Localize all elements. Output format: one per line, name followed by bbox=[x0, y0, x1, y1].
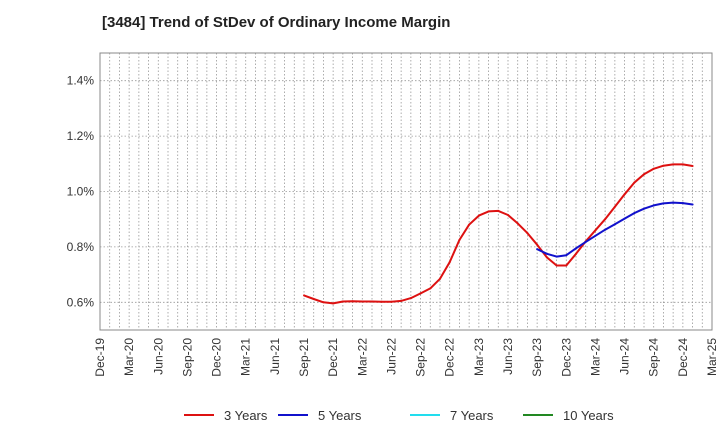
x-tick-label: Dec-22 bbox=[443, 338, 457, 377]
data-point bbox=[681, 202, 684, 205]
legend-label: 7 Years bbox=[450, 408, 494, 423]
legend-label: 5 Years bbox=[318, 408, 362, 423]
data-point bbox=[604, 218, 607, 221]
data-point bbox=[623, 193, 626, 196]
x-tick-label: Jun-24 bbox=[618, 338, 632, 375]
x-tick-label: Mar-22 bbox=[355, 338, 369, 376]
data-point bbox=[351, 300, 354, 303]
data-point bbox=[652, 167, 655, 170]
data-point bbox=[594, 229, 597, 232]
x-tick-label: Sep-24 bbox=[647, 338, 661, 377]
data-point bbox=[691, 165, 694, 167]
x-tick-label: Sep-21 bbox=[297, 338, 311, 377]
x-tick-label: Mar-24 bbox=[588, 338, 602, 376]
data-point bbox=[400, 299, 403, 302]
data-point bbox=[613, 205, 616, 208]
x-tick-label: Mar-20 bbox=[122, 338, 136, 376]
data-point bbox=[448, 261, 451, 264]
x-tick-label: Sep-23 bbox=[530, 338, 544, 377]
x-tick-label: Dec-19 bbox=[93, 338, 107, 377]
y-tick-label: 1.0% bbox=[67, 185, 95, 199]
data-point bbox=[691, 203, 694, 206]
data-point bbox=[507, 214, 509, 216]
data-point bbox=[468, 223, 471, 226]
x-tick-label: Sep-20 bbox=[180, 338, 194, 377]
data-point bbox=[477, 214, 480, 217]
legend-label: 3 Years bbox=[224, 408, 268, 423]
data-point bbox=[633, 181, 636, 184]
x-tick-label: Dec-23 bbox=[559, 338, 573, 377]
data-point bbox=[409, 297, 412, 300]
x-tick-label: Dec-21 bbox=[326, 338, 340, 377]
x-tick-label: Dec-24 bbox=[676, 338, 690, 377]
data-point bbox=[536, 243, 539, 246]
y-tick-label: 0.6% bbox=[67, 295, 95, 309]
x-tick-label: Mar-23 bbox=[472, 338, 486, 376]
data-point bbox=[526, 232, 529, 235]
y-tick-label: 0.8% bbox=[67, 240, 95, 254]
y-tick-label: 1.2% bbox=[67, 129, 95, 143]
data-point bbox=[536, 248, 539, 251]
data-point bbox=[672, 163, 675, 166]
x-tick-label: Jun-23 bbox=[501, 338, 515, 375]
data-point bbox=[623, 217, 626, 220]
data-point bbox=[662, 164, 665, 167]
data-point bbox=[575, 252, 577, 255]
data-point bbox=[458, 239, 461, 241]
x-tick-label: Jun-20 bbox=[151, 338, 165, 375]
data-point bbox=[332, 302, 335, 305]
data-point bbox=[555, 255, 558, 258]
y-tick-label: 1.4% bbox=[67, 74, 95, 88]
data-point bbox=[681, 163, 684, 166]
data-point bbox=[516, 222, 519, 225]
data-point bbox=[555, 264, 558, 267]
data-point bbox=[361, 300, 364, 303]
data-point bbox=[439, 277, 441, 280]
data-point bbox=[341, 300, 344, 303]
data-point bbox=[429, 287, 432, 290]
legend-label: 10 Years bbox=[563, 408, 614, 423]
data-point bbox=[380, 300, 383, 303]
data-point bbox=[575, 247, 577, 250]
data-point bbox=[390, 300, 393, 303]
chart-title: [3484] Trend of StDev of Ordinary Income… bbox=[102, 14, 451, 31]
data-point bbox=[545, 256, 548, 259]
data-point bbox=[643, 173, 645, 176]
x-tick-label: Sep-22 bbox=[414, 338, 428, 377]
data-point bbox=[487, 210, 490, 213]
data-point bbox=[565, 254, 568, 257]
x-tick-label: Dec-20 bbox=[210, 338, 224, 377]
data-point bbox=[672, 201, 675, 204]
plot-area-border bbox=[99, 52, 713, 331]
data-point bbox=[584, 240, 587, 243]
data-point bbox=[371, 300, 373, 303]
data-point bbox=[662, 202, 665, 205]
x-tick-label: Mar-21 bbox=[239, 338, 253, 376]
data-point bbox=[497, 209, 500, 212]
data-point bbox=[419, 292, 422, 295]
data-point bbox=[322, 301, 325, 304]
data-point bbox=[565, 264, 568, 267]
data-point bbox=[312, 298, 315, 300]
series-line bbox=[303, 163, 693, 305]
x-tick-label: Jun-21 bbox=[268, 338, 282, 375]
data-point bbox=[545, 252, 548, 255]
data-point bbox=[613, 223, 616, 226]
x-tick-label: Jun-22 bbox=[384, 338, 398, 375]
data-point bbox=[594, 234, 597, 237]
data-point bbox=[303, 294, 305, 297]
data-point bbox=[604, 228, 607, 231]
data-point bbox=[643, 207, 645, 210]
x-tick-label: Mar-25 bbox=[705, 338, 719, 376]
data-point bbox=[652, 204, 655, 207]
data-point bbox=[633, 212, 636, 215]
